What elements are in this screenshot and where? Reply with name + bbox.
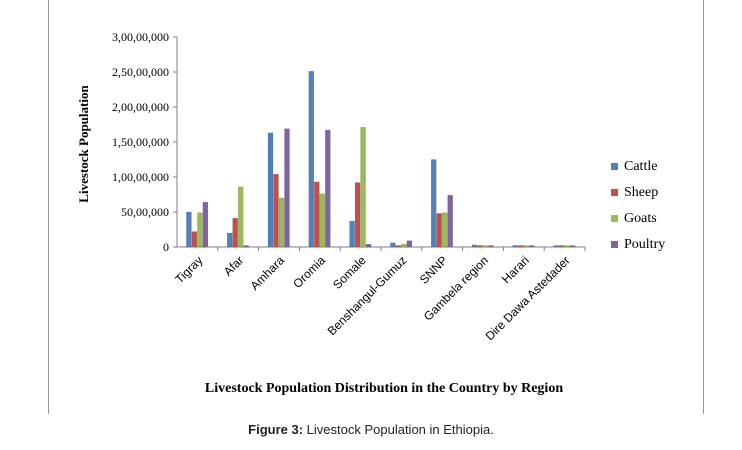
bar-poultry xyxy=(284,128,290,248)
bar-goats xyxy=(523,245,529,248)
legend-swatch xyxy=(611,241,618,248)
bar-poultry xyxy=(243,245,249,248)
bar-poultry xyxy=(325,129,331,248)
bar-cattle xyxy=(349,220,355,248)
legend-swatch xyxy=(611,215,618,222)
bar-sheep xyxy=(232,218,238,248)
x-tick-label: Tigray xyxy=(172,253,205,286)
bar-goats xyxy=(401,243,407,248)
bar-poultry xyxy=(488,245,494,248)
caption-label: Figure 3: xyxy=(248,422,304,437)
x-tick-label: Harari xyxy=(499,253,532,286)
y-tick-label: 1,50,00,000 xyxy=(112,135,169,149)
x-axis-label: Livestock Population Distribution in the… xyxy=(205,381,563,396)
bar-goats xyxy=(197,212,203,248)
bar-sheep xyxy=(395,245,402,248)
y-tick-label: 1,00,00,000 xyxy=(112,170,169,184)
x-tick-label: Amhara xyxy=(248,253,288,293)
y-tick-label: 50,00,000 xyxy=(121,205,169,219)
bar-goats xyxy=(482,245,489,248)
bar-sheep xyxy=(436,213,442,248)
bar-goats xyxy=(319,193,325,248)
bar-cattle xyxy=(553,245,559,248)
bar-sheep xyxy=(354,182,361,248)
y-axis: 0 50,00,000 1,00,00,000 1,50,00,000 2,00,00,… xyxy=(112,30,178,254)
x-tick-label: Oromia xyxy=(290,253,328,291)
bar-cattle xyxy=(308,71,314,248)
bar-poultry xyxy=(202,201,209,248)
legend-swatch xyxy=(611,189,618,196)
bar-poultry xyxy=(529,245,535,248)
bar-chart: 0 50,00,000 1,00,00,000 1,50,00,000 2,00,00,… xyxy=(76,30,665,396)
bar-sheep xyxy=(273,173,279,248)
bar-goats xyxy=(278,197,285,248)
bar-goats xyxy=(360,127,366,248)
figure-caption: Figure 3: Livestock Population in Ethiop… xyxy=(0,422,742,437)
x-tick-label: Afar xyxy=(221,253,246,278)
bar-poultry xyxy=(365,243,372,248)
x-tick-label: Benshangul-Gumuz xyxy=(325,253,410,338)
legend: Cattle Sheep Goats Poultry xyxy=(611,159,665,252)
bar-goats xyxy=(564,245,570,248)
bar-cattle xyxy=(512,245,518,248)
legend-swatch xyxy=(611,163,618,170)
y-tick-label: 2,00,00,000 xyxy=(112,100,169,114)
bar-poultry xyxy=(447,194,453,248)
bar-goats xyxy=(237,186,244,248)
bar-goats xyxy=(442,212,448,248)
bar-poultry xyxy=(569,245,576,248)
legend-label: Sheep xyxy=(624,185,658,200)
bar-series xyxy=(186,71,576,248)
x-axis: Tigray Afar Amhara Oromia SomaleBenshangul-G… xyxy=(172,246,586,343)
bar-sheep xyxy=(518,245,524,248)
bar-cattle xyxy=(390,242,396,248)
y-axis-label: Livestock Population xyxy=(76,85,91,203)
legend-label: Cattle xyxy=(624,159,657,174)
legend-label: Poultry xyxy=(624,237,665,252)
legend-label: Goats xyxy=(624,211,657,226)
y-tick-label: 3,00,00,000 xyxy=(112,30,169,44)
bar-sheep xyxy=(477,245,483,248)
bar-cattle xyxy=(471,244,478,248)
bar-cattle xyxy=(226,232,233,248)
bar-poultry xyxy=(406,240,413,248)
bar-cattle xyxy=(267,132,274,248)
x-tick-label: SNNP xyxy=(417,253,450,286)
bar-sheep xyxy=(314,181,320,248)
bar-sheep xyxy=(191,231,198,248)
y-tick-label: 0 xyxy=(163,240,169,254)
bar-cattle xyxy=(431,159,437,248)
y-tick-label: 2,50,00,000 xyxy=(112,65,169,79)
caption-text: Livestock Population in Ethiopia. xyxy=(303,422,494,437)
x-tick-label: Somale xyxy=(330,253,369,292)
figure-frame xyxy=(48,0,704,414)
bar-cattle xyxy=(186,211,192,248)
bar-sheep xyxy=(558,245,565,248)
